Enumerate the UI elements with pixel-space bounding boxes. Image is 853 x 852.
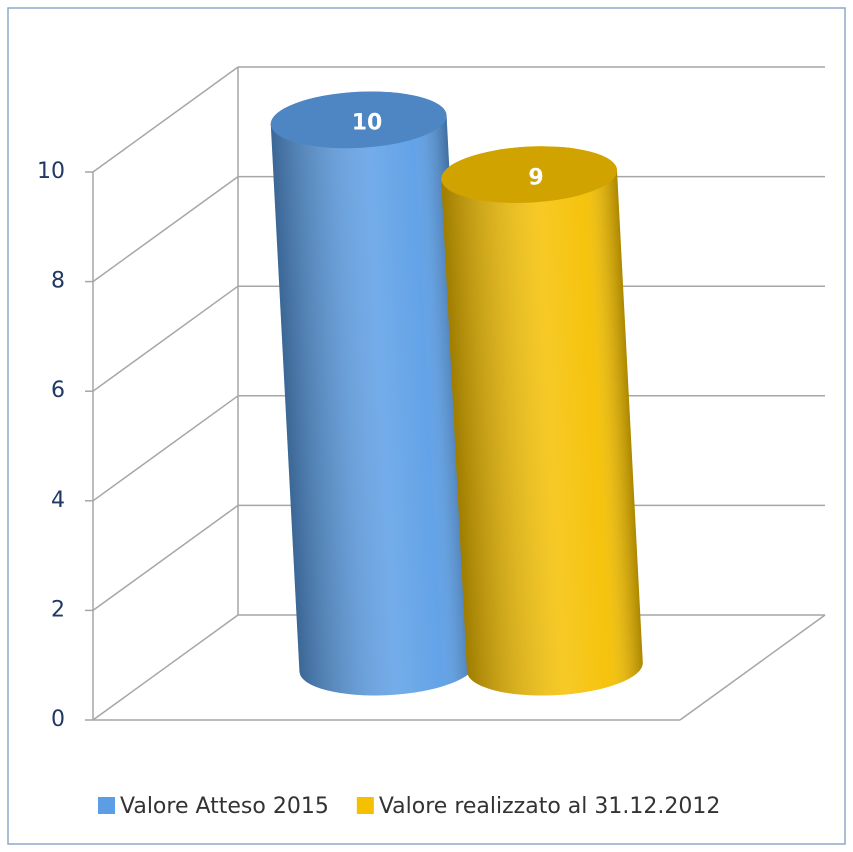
grid-line [92,614,239,721]
cylinder-top-shade [441,146,617,203]
floor-edge [679,614,826,721]
grid-line [92,504,239,612]
grid-line [92,395,239,502]
y-tick-label: 8 [51,269,65,294]
cylinder-top [270,91,447,149]
legend-swatch [356,797,374,814]
data-label: 9 [528,165,543,190]
cylinder [270,91,476,696]
legend-label: Valore realizzato al 31.12.2012 [379,794,721,819]
y-tick-label: 4 [51,488,65,513]
grid-line [92,66,239,173]
cylinder-top [441,146,617,203]
cylinder-top-shade [270,91,447,149]
legend-swatch [98,797,115,814]
y-tick-label: 2 [51,597,65,622]
data-label: 10 [352,111,383,136]
y-tick-label: 6 [51,378,65,403]
y-tick-label: 0 [51,707,65,732]
legend-label: Valore Atteso 2015 [120,794,329,819]
cylinder-shade [270,91,476,696]
grid-line [92,175,239,283]
cylinder [441,146,643,696]
grid-line [92,285,239,392]
cylinder-shade [441,146,643,696]
y-tick-label: 10 [37,159,65,184]
